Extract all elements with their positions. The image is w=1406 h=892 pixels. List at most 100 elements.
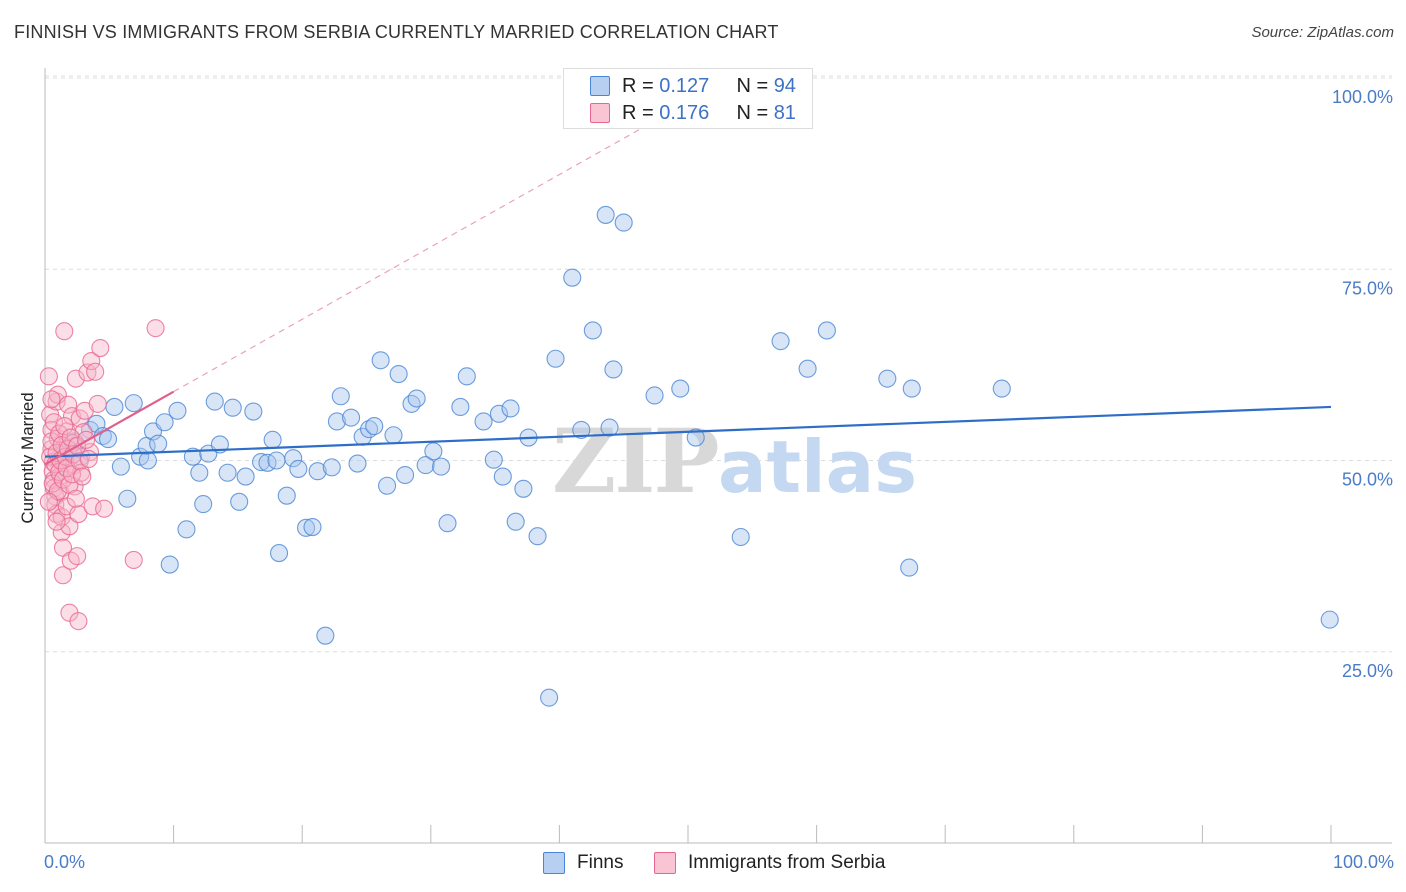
finns-point (297, 518, 316, 537)
watermark: ZIP atlas (552, 409, 917, 513)
y-tick-labels: 25.0% 50.0% 75.0% 100.0% (1332, 87, 1393, 681)
serbia-point (146, 319, 165, 338)
serbia-point (69, 612, 88, 631)
finns-point (474, 412, 493, 431)
finns-point (514, 479, 533, 498)
finns-point (218, 463, 237, 482)
finns-point (563, 268, 582, 287)
finns-point (223, 398, 242, 417)
serbia-point (44, 413, 64, 432)
finns-swatch (590, 76, 610, 96)
finns-point (289, 459, 308, 478)
n-label: N = (736, 101, 774, 124)
series-legend: Finns Immigrants from Serbia (0, 852, 1406, 878)
finns-point (604, 360, 623, 379)
serbia-point (86, 362, 105, 381)
finns-point (277, 486, 296, 505)
serbia-point (79, 449, 98, 469)
finns-point (402, 394, 421, 413)
finns-point (432, 457, 451, 476)
finns-point (105, 397, 124, 417)
finns-point (798, 359, 817, 378)
finns-point (194, 495, 213, 514)
finns-point (98, 430, 118, 449)
finns-point (316, 626, 335, 645)
finns-point (817, 321, 836, 340)
finns-point (489, 404, 509, 423)
finns-point (484, 450, 503, 469)
finns-point (371, 351, 390, 370)
x-tick-label-min: 0.0% (44, 852, 86, 872)
finns-point (270, 544, 289, 563)
finns-point (244, 402, 263, 421)
finns-point (168, 401, 187, 420)
serbia-point (83, 497, 102, 516)
finns-point (572, 420, 591, 439)
n-value: 81 (773, 101, 796, 124)
finns-point (1320, 610, 1339, 629)
watermark-atlas: atlas (718, 425, 917, 509)
serbia-trend-extension (173, 123, 650, 393)
finns-point (671, 379, 690, 398)
finns-point (902, 379, 921, 398)
trend-lines (44, 123, 1332, 466)
finns-point (365, 417, 384, 436)
serbia-point (59, 395, 78, 414)
finns-point (177, 520, 196, 539)
serbia-point (39, 367, 58, 386)
serbia-point (53, 566, 73, 585)
source-credit: Source: ZipAtlas.com (1251, 24, 1394, 41)
serbia-point (78, 363, 97, 382)
y-tick-label: 100.0% (1332, 87, 1393, 107)
finns-point (236, 467, 255, 486)
finns-point (331, 387, 350, 406)
finns-point (360, 420, 379, 439)
finns-point (160, 555, 179, 574)
finns-point (493, 467, 512, 486)
serbia-point (69, 504, 88, 524)
n-label: N = (736, 74, 774, 97)
finns-point (138, 451, 157, 470)
finns-point (342, 408, 361, 427)
finns-point (183, 447, 202, 466)
finns-point (111, 457, 130, 476)
finns-point (457, 367, 476, 386)
finns-point (424, 442, 443, 461)
serbia-point (66, 489, 85, 508)
serbia-point (91, 338, 110, 358)
legend-finns-swatch (543, 852, 565, 874)
chart-title: FINNISH VS IMMIGRANTS FROM SERBIA CURREN… (14, 22, 779, 42)
finns-point (528, 527, 547, 546)
series-serbia (39, 319, 165, 631)
finns-point (583, 321, 602, 340)
finns-point (900, 558, 919, 577)
finns-point (149, 434, 168, 453)
finns-point (878, 369, 897, 388)
legend-serbia-swatch (654, 852, 676, 874)
serbia-point (73, 467, 92, 486)
serbia-point (55, 417, 74, 436)
serbia-point (68, 547, 87, 566)
r-label: R = (622, 74, 660, 97)
axes (44, 68, 1392, 844)
legend-item-finns: Finns (543, 852, 623, 874)
serbia-point (61, 551, 80, 570)
finns-point (396, 465, 415, 485)
r-label: R = (622, 101, 660, 124)
finns-point (546, 349, 565, 368)
finns-point (540, 688, 559, 707)
finns-point (267, 451, 286, 470)
serbia-point (39, 492, 58, 511)
serbia-point (95, 499, 114, 518)
finns-point (992, 379, 1011, 398)
finns-point (327, 412, 346, 431)
finns-point (384, 426, 403, 445)
finns-point (731, 527, 750, 547)
finns-point (596, 205, 615, 224)
x-tick-label-max: 100.0% (1332, 852, 1394, 872)
finns-point (118, 489, 137, 508)
finns-point (771, 332, 790, 351)
serbia-trend-line (44, 390, 175, 466)
finns-point (645, 386, 664, 405)
